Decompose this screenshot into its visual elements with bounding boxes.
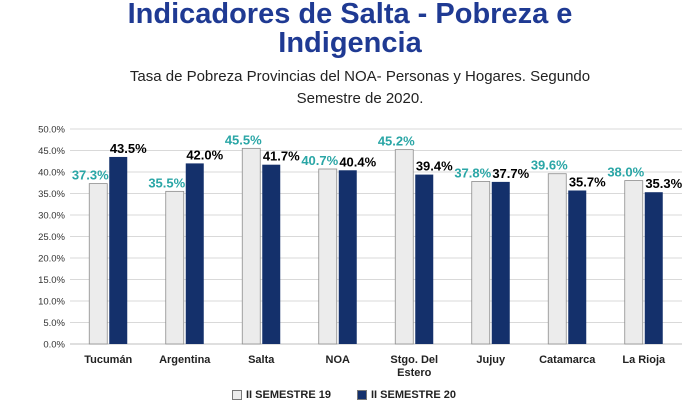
data-label-series-1: 38.0% (607, 165, 644, 180)
x-category-label: Catamarca (539, 354, 596, 366)
data-label-series-1: 37.3% (72, 168, 109, 183)
y-tick-label: 25.0% (38, 232, 65, 243)
data-label-series-2: 40.4% (339, 154, 376, 169)
bar-series-2 (262, 164, 281, 344)
x-category-label: Stgo. Del (390, 354, 438, 366)
y-tick-label: 15.0% (38, 275, 65, 286)
chart-legend: II SEMESTRE 19 II SEMESTRE 20 (232, 389, 482, 401)
data-label-series-1: 39.6% (531, 158, 568, 173)
bar-series-1 (165, 190, 185, 345)
bar-series-1 (394, 149, 414, 345)
bar-series-1 (471, 181, 491, 345)
legend-label-series-2: II SEMESTRE 20 (370, 389, 456, 401)
data-label-series-2: 41.7% (263, 149, 300, 164)
legend-swatch-series-1 (232, 390, 242, 400)
bar-series-2 (109, 156, 128, 344)
chart-subtitle: Tasa de Pobreza Provincias del NOA- Pers… (0, 66, 700, 110)
title-line-2: Indigencia (278, 27, 422, 59)
y-tick-label: 45.0% (38, 146, 65, 157)
x-category-label: Estero (397, 367, 432, 379)
x-category-label: La Rioja (622, 354, 666, 366)
legend-label-series-1: II SEMESTRE 19 (246, 389, 331, 401)
bar-series-1 (88, 183, 108, 345)
y-tick-label: 30.0% (38, 211, 65, 222)
x-category-label: NOA (326, 354, 351, 366)
bar-series-1 (547, 173, 567, 345)
title-line-1: Indicadores de Salta - Pobreza e (127, 0, 573, 30)
y-tick-label: 35.0% (38, 189, 65, 200)
y-tick-label: 10.0% (38, 297, 65, 308)
data-label-series-1: 40.7% (301, 153, 338, 168)
data-label-series-1: 45.2% (378, 134, 415, 149)
data-label-series-2: 35.7% (569, 174, 606, 189)
subtitle-line-2: Semestre de 2020. (296, 90, 424, 107)
bar-series-1 (241, 147, 261, 345)
y-tick-label: 50.0% (38, 125, 65, 136)
x-category-label: Tucumán (84, 354, 132, 366)
data-label-series-1: 37.8% (454, 165, 491, 180)
legend-swatch-series-2 (356, 390, 367, 400)
bar-series-2 (338, 170, 357, 344)
bar-series-2 (415, 174, 434, 344)
legend-item-series-1: II SEMESTRE 19 (232, 389, 331, 401)
y-tick-label: 20.0% (38, 254, 65, 265)
legend-item-series-2: II SEMESTRE 20 (356, 389, 456, 401)
data-label-series-2: 37.7% (492, 166, 529, 181)
data-label-series-1: 35.5% (148, 175, 185, 190)
bar-series-2 (491, 181, 510, 344)
bar-series-2 (568, 190, 587, 344)
data-label-series-2: 39.4% (416, 159, 453, 174)
data-label-series-2: 43.5% (110, 141, 147, 156)
data-label-series-2: 35.3% (645, 176, 682, 191)
y-tick-label: 0.0% (43, 340, 65, 351)
subtitle-line-1: Tasa de Pobreza Provincias del NOA- Pers… (129, 68, 591, 85)
x-category-label: Jujuy (476, 354, 506, 366)
y-tick-label: 5.0% (43, 318, 65, 329)
bar-series-2 (644, 192, 663, 344)
bar-series-1 (318, 168, 338, 345)
y-tick-label: 40.0% (38, 168, 65, 179)
data-label-series-1: 45.5% (225, 132, 262, 147)
bar-series-1 (624, 180, 644, 345)
bar-series-2 (185, 163, 204, 344)
page-title: Indicadores de Salta - Pobreza e Indigen… (0, 0, 700, 58)
data-label-series-2: 42.0% (186, 147, 223, 162)
x-category-label: Argentina (159, 354, 211, 366)
x-category-label: Salta (248, 354, 275, 366)
